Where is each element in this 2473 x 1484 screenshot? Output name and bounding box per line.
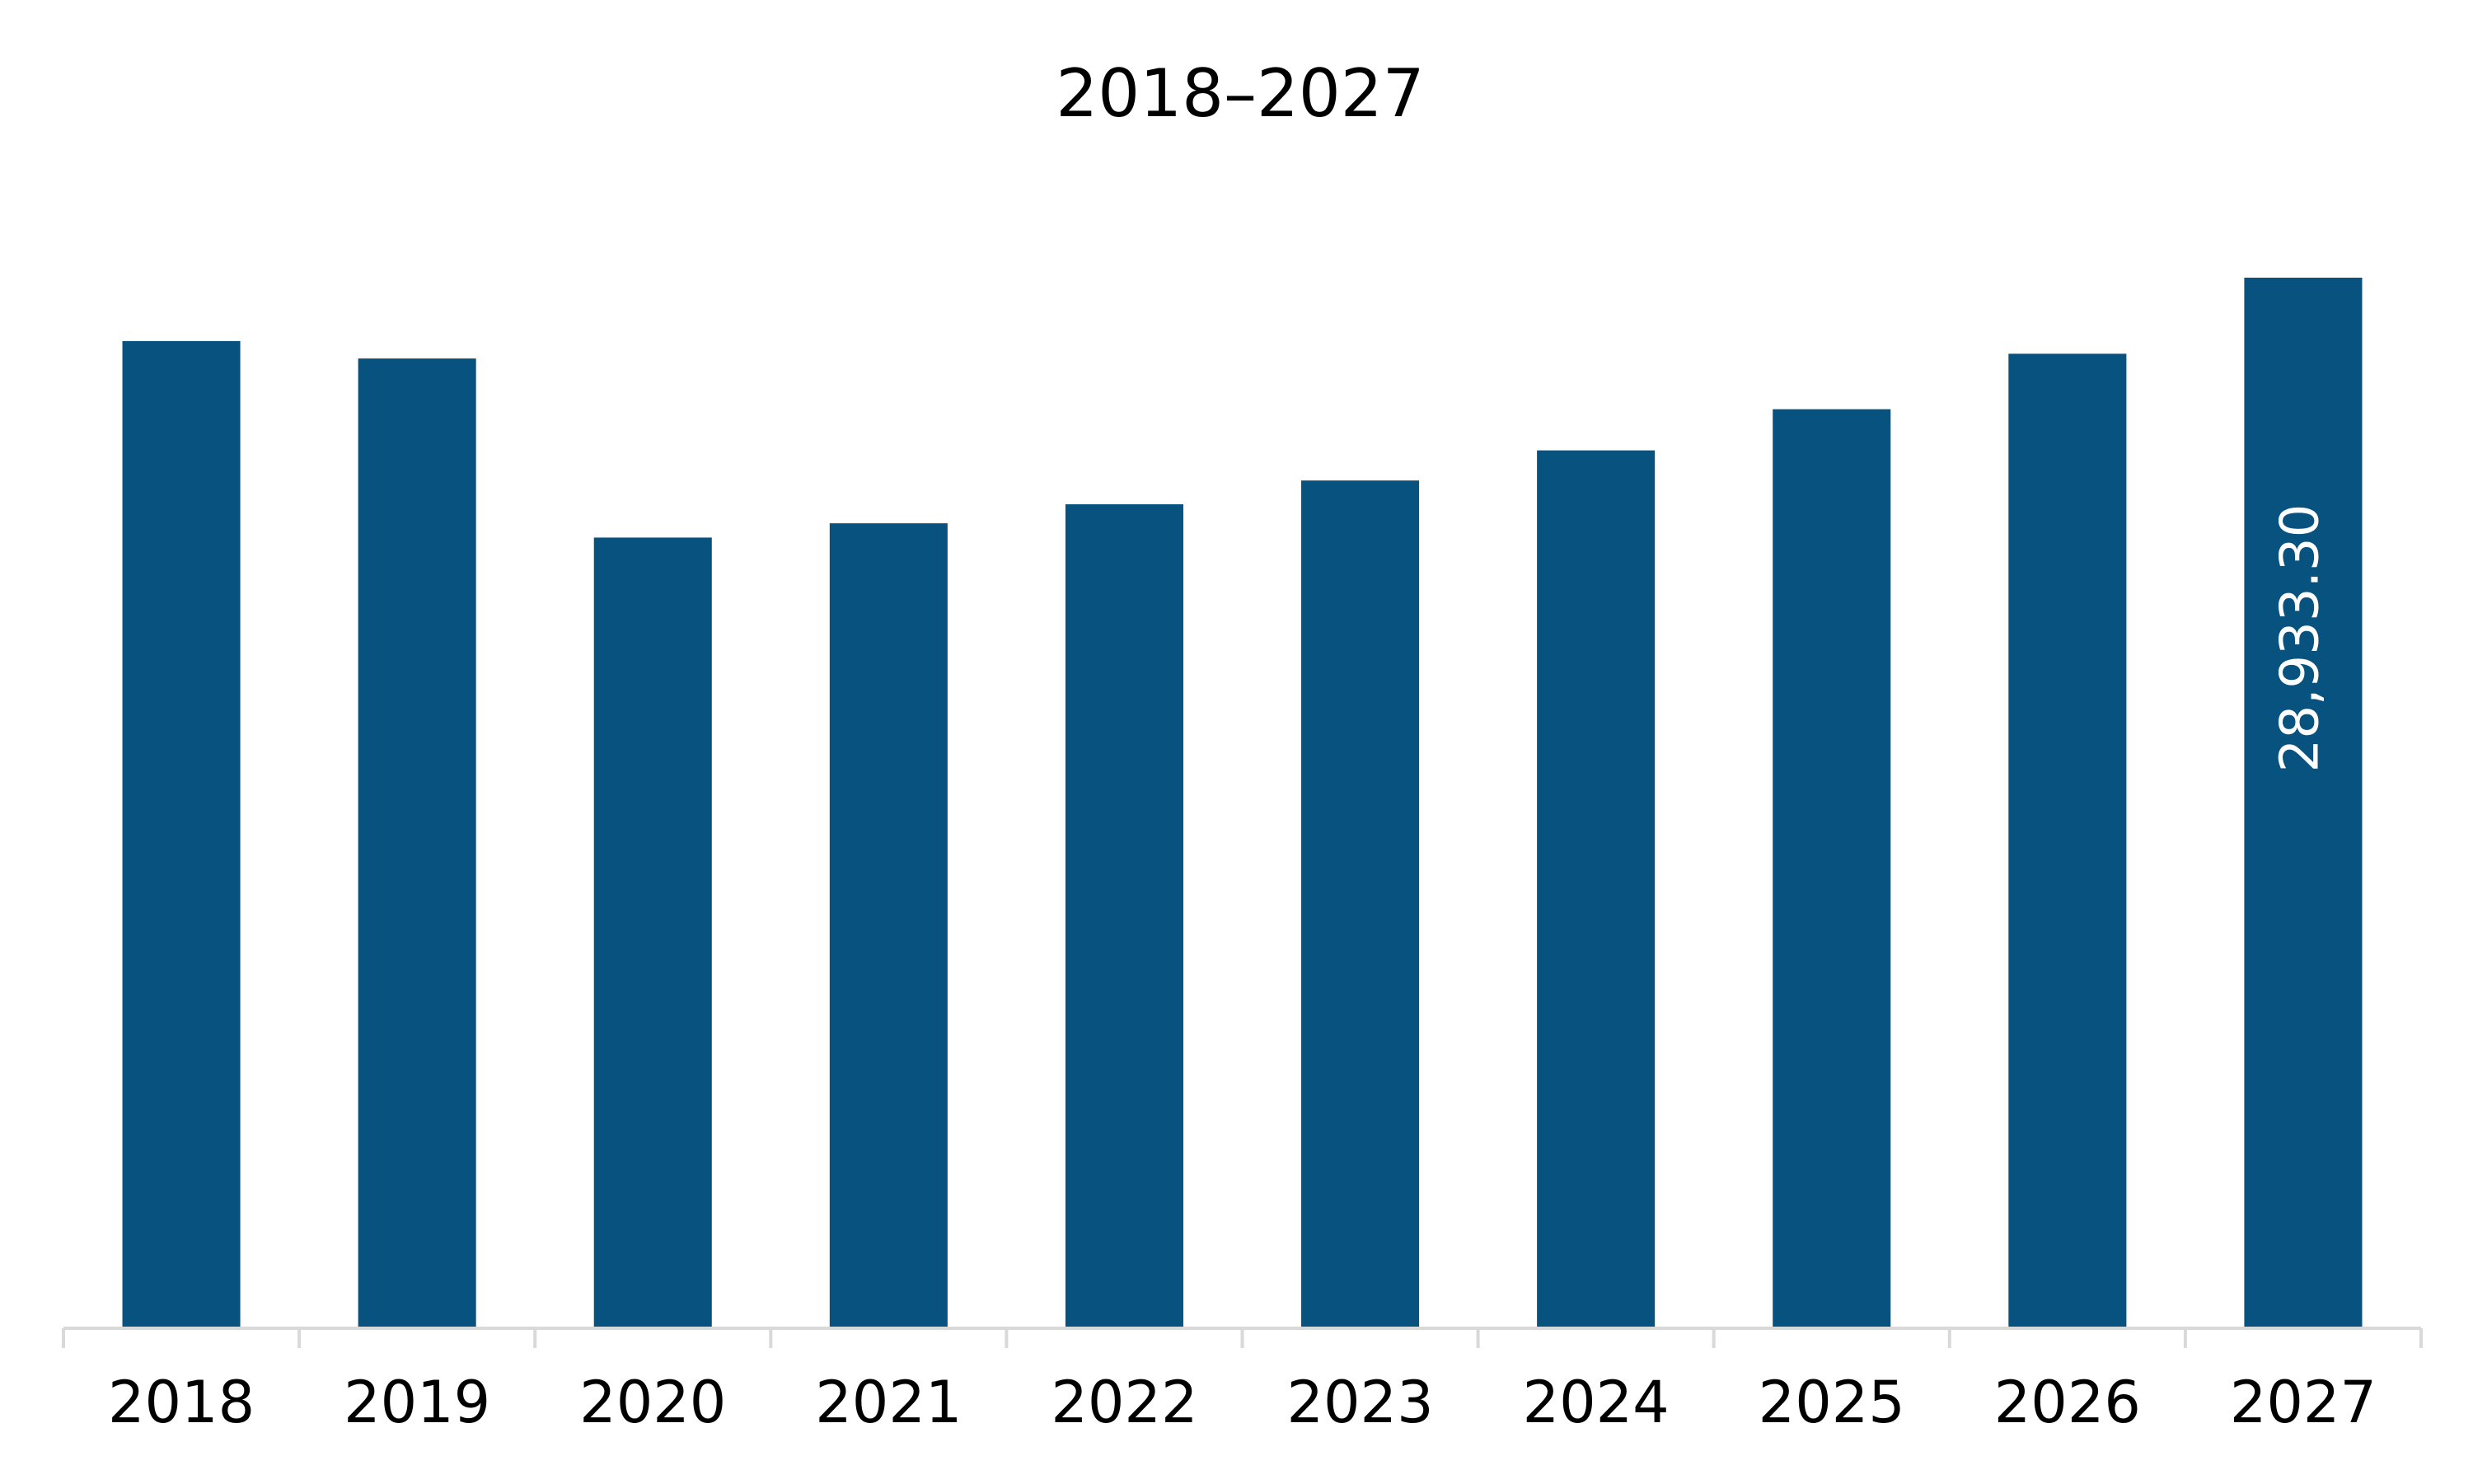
bar — [593, 537, 712, 1328]
bar — [1537, 450, 1656, 1329]
x-tick-label: 2019 — [344, 1369, 490, 1436]
bar — [1065, 503, 1183, 1328]
bar — [1301, 480, 1420, 1328]
x-tick-label: 2022 — [1051, 1369, 1197, 1436]
value-label: 28,933.30 — [2270, 504, 2331, 773]
x-tick-label: 2018 — [108, 1369, 255, 1436]
bar — [829, 523, 948, 1328]
bar — [358, 358, 476, 1328]
bar — [1773, 409, 1891, 1328]
x-tick-label: 2020 — [579, 1369, 726, 1436]
x-tick-label: 2025 — [1759, 1369, 1905, 1436]
bar — [122, 340, 241, 1328]
chart-title: 2018–2027 — [1056, 55, 1424, 132]
x-tick-label: 2023 — [1286, 1369, 1433, 1436]
x-tick-label: 2026 — [1994, 1369, 2141, 1436]
x-tick-label: 2021 — [815, 1369, 962, 1436]
x-tick-label: 2027 — [2230, 1369, 2377, 1436]
x-tick-label: 2024 — [1523, 1369, 1670, 1436]
bar — [2244, 278, 2363, 1328]
bar — [2008, 353, 2127, 1328]
